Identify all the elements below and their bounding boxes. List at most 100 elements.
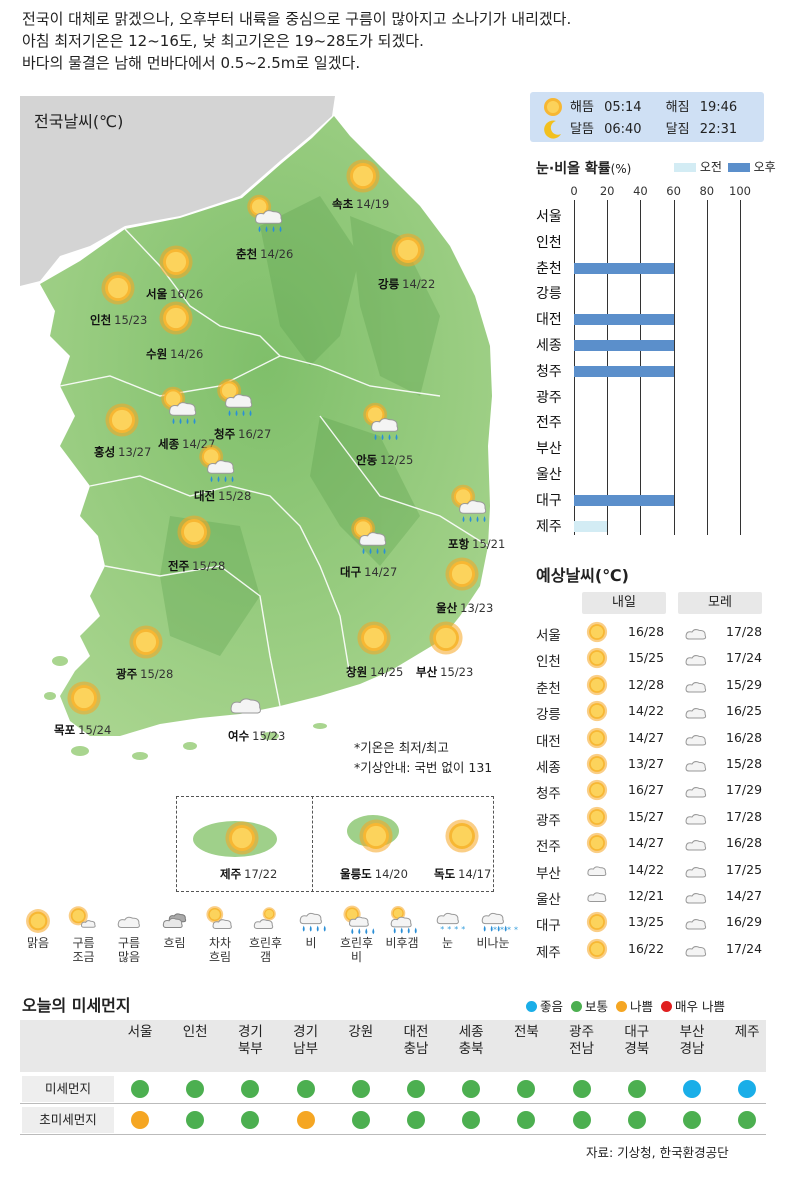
city-name: 대전 xyxy=(194,489,216,503)
dust-level-dot xyxy=(738,1111,757,1129)
city-name: 서울 xyxy=(146,287,168,301)
dust-level-dot xyxy=(351,1080,370,1098)
sun-icon xyxy=(26,909,50,933)
forecast-row: 청주 16/27 17/29 xyxy=(536,778,766,804)
cloud-icon xyxy=(685,734,707,746)
forecast-row: 세종 13/27 15/28 xyxy=(536,752,766,778)
dust-legend-item: 보통 xyxy=(571,999,608,1014)
dust-legend: 좋음 보통 나쁨 매우 나쁨 xyxy=(526,996,725,1015)
forecast-temp-tomorrow: 14/27 xyxy=(628,729,665,745)
category-label: 대구 xyxy=(536,492,562,509)
city-icon xyxy=(356,620,392,660)
dust-level-dot xyxy=(186,1111,205,1129)
map-notes: *기온은 최저/최고 *기상안내: 국번 없이 131 xyxy=(354,738,492,778)
forecast-city: 세종 xyxy=(536,760,561,776)
dust-level-dot xyxy=(241,1111,260,1129)
dust-legend-item: 매우 나쁨 xyxy=(661,999,725,1014)
row-divider xyxy=(20,1134,766,1135)
cloud-icon xyxy=(685,840,707,851)
dust-level-dot xyxy=(683,1111,701,1129)
sun-icon xyxy=(586,674,608,695)
gridline xyxy=(740,200,741,535)
city-name: 대구 xyxy=(340,565,362,579)
dust-legend-item: 좋음 xyxy=(526,999,563,1014)
sun-icon xyxy=(586,701,608,722)
city-temp: 14/19 xyxy=(356,197,390,211)
dust-region: 강원 xyxy=(348,1024,374,1040)
dust-level-dot xyxy=(627,1111,646,1129)
city-label: 강릉 14/22 xyxy=(378,276,435,292)
cloud-icon xyxy=(685,629,707,640)
legend-am-label: 오전 xyxy=(699,160,722,174)
sun-cloud-icon xyxy=(206,906,232,930)
sunrise-time: 05:14 xyxy=(604,100,642,115)
dust-level-dot xyxy=(296,1111,315,1129)
bar-pm xyxy=(574,314,674,326)
moonrise-row: 달뜸 06:40 달짐 22:31 xyxy=(570,118,737,137)
summary-line: 전국이 대체로 맑겠으나, 오후부터 내륙을 중심으로 구름이 많아지고 소나기… xyxy=(22,10,572,28)
city-icon xyxy=(128,624,164,664)
cloud-icon xyxy=(685,813,707,825)
svg-text:*: * xyxy=(440,925,444,934)
sun-icon xyxy=(359,819,393,853)
precip-legend: 오전 오후 xyxy=(674,158,776,175)
cloud-icon xyxy=(685,787,707,798)
forecast-row: 대전 14/27 16/28 xyxy=(536,726,766,752)
city-label: 목포 15/24 xyxy=(54,722,111,738)
sun-icon xyxy=(159,301,193,335)
city-label: 인천 15/23 xyxy=(90,312,147,328)
dust-level-dot xyxy=(407,1080,425,1098)
bar-pm xyxy=(574,340,674,351)
forecast-temp-dayafter: 16/28 xyxy=(726,835,763,851)
city-name: 청주 xyxy=(214,427,236,441)
city-icon xyxy=(390,232,426,272)
cloud-sun-icon xyxy=(253,907,276,930)
legend-label: 눈 xyxy=(441,936,454,950)
legend-item: 구름 많음 xyxy=(109,908,149,964)
forecast-city: 강릉 xyxy=(536,707,561,724)
sunset-label: 해짐 xyxy=(665,100,690,115)
bar-pm xyxy=(574,365,674,377)
dust-level-dot xyxy=(517,1111,536,1129)
dust-level-dot xyxy=(407,1111,425,1129)
gridline xyxy=(673,200,675,535)
city-icon xyxy=(176,514,212,554)
sun-cloud-rain-icon xyxy=(247,194,283,233)
forecast-temp-tomorrow: 15/25 xyxy=(628,650,665,666)
precip-title-text: 눈·비올 확률 xyxy=(536,161,611,177)
legend-label: 흐림 xyxy=(163,936,186,950)
city-icon xyxy=(224,820,260,860)
city-temp: 14/25 xyxy=(370,665,404,679)
svg-text:*: * xyxy=(507,926,511,935)
cloud-icon xyxy=(685,866,707,878)
city-temp: 17/22 xyxy=(244,867,278,881)
level-dot-icon xyxy=(571,1001,583,1012)
sun-icon xyxy=(129,625,163,659)
forecast-city: 광주 xyxy=(536,812,561,829)
svg-text:*: * xyxy=(514,926,518,935)
city-label: 안동 12/25 xyxy=(356,452,413,468)
category-label: 인천 xyxy=(536,234,562,251)
forecast-temp-tomorrow: 15/27 xyxy=(628,808,665,824)
legend-item: 흐림 xyxy=(155,908,195,950)
city-temp: 15/23 xyxy=(252,729,286,743)
city-icon xyxy=(444,556,480,596)
sun-icon xyxy=(67,681,101,715)
city-label: 여수 15/23 xyxy=(228,728,285,744)
city-temp: 14/17 xyxy=(458,867,492,881)
city-icon xyxy=(100,270,136,310)
legend-label: 흐린후 비 xyxy=(339,936,374,964)
dust-level-dot xyxy=(186,1080,205,1098)
category-label: 서울 xyxy=(536,209,562,225)
dust-level-dot xyxy=(683,1080,701,1098)
dust-region: 제주 xyxy=(734,1024,760,1040)
cloud-icon xyxy=(685,893,707,904)
legend-label: 비나눈 xyxy=(476,936,510,950)
bar-am xyxy=(574,520,608,532)
forecast-temp-tomorrow: 16/22 xyxy=(628,940,665,956)
cloud-icon xyxy=(230,698,261,714)
legend-item: 구름 조금 xyxy=(64,906,104,964)
dust-level-dot xyxy=(738,1080,757,1098)
forecast-row: 광주 15/27 17/28 xyxy=(536,805,766,831)
category-label: 부산 xyxy=(536,441,562,458)
